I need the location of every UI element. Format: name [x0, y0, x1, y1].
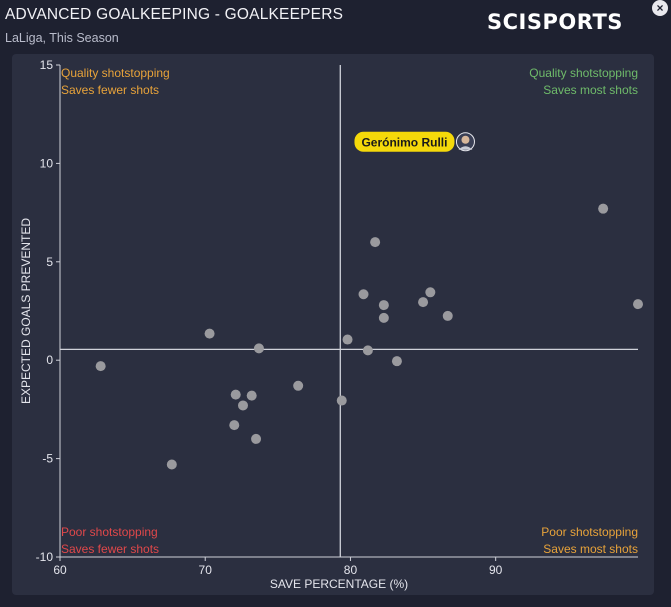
- quadrant-label-bottom-left-line2: Saves fewer shots: [61, 542, 159, 556]
- data-point: [442, 310, 453, 321]
- quadrant-label-top-right-line2: Saves most shots: [543, 83, 638, 97]
- data-point: [598, 203, 609, 214]
- quadrant-label-top-left-line1: Quality shotstopping: [61, 66, 170, 80]
- chart-title: ADVANCED GOALKEEPING - GOALKEEPERS: [5, 6, 344, 23]
- x-axis-label: SAVE PERCENTAGE (%): [270, 577, 408, 591]
- data-point: [370, 237, 381, 248]
- chart-subtitle: LaLiga, This Season: [5, 31, 119, 45]
- data-point: [293, 380, 304, 391]
- data-point: [204, 328, 215, 339]
- data-point: [237, 400, 248, 411]
- x-tick-label: 60: [53, 563, 67, 577]
- x-tick-label: 80: [344, 563, 358, 577]
- highlight-badge: [354, 131, 455, 152]
- data-point: [230, 389, 241, 400]
- data-point: [246, 390, 257, 401]
- highlight-player-label: Gerónimo Rulli: [361, 135, 447, 149]
- quadrant-label-top-left-line2: Saves fewer shots: [61, 83, 159, 97]
- data-point: [378, 312, 389, 323]
- data-point: [342, 334, 353, 345]
- y-tick-label: 0: [46, 353, 53, 367]
- data-point: [378, 300, 389, 311]
- data-point: [358, 289, 369, 300]
- quadrant-label-bottom-right-line2: Saves most shots: [543, 542, 638, 556]
- data-point: [362, 345, 373, 356]
- data-point: [633, 299, 643, 310]
- brand-logo: SCISPORTS: [487, 10, 623, 34]
- data-point: [251, 433, 262, 444]
- data-point: [391, 356, 402, 367]
- data-point: [425, 287, 436, 298]
- quadrant-label-bottom-right-line1: Poor shotstopping: [541, 525, 638, 539]
- y-axis-label: EXPECTED GOALS PREVENTED: [19, 218, 33, 404]
- data-point: [336, 395, 347, 406]
- quadrant-label-top-right-line1: Quality shotstopping: [529, 66, 638, 80]
- x-tick-label: 70: [199, 563, 213, 577]
- y-tick-label: 15: [40, 58, 54, 72]
- data-point: [418, 297, 429, 308]
- close-button[interactable]: ×: [652, 0, 668, 16]
- quadrant-label-bottom-left-line1: Poor shotstopping: [61, 525, 158, 539]
- chart-panel: [12, 54, 654, 595]
- x-tick-label: 90: [489, 563, 503, 577]
- y-tick-label: 5: [46, 255, 53, 269]
- player-avatar-face-icon: [461, 135, 470, 144]
- y-tick-label: -5: [42, 452, 53, 466]
- data-point: [166, 459, 177, 470]
- data-point: [95, 361, 106, 372]
- y-tick-label: -10: [36, 550, 54, 564]
- data-point: [253, 343, 264, 354]
- y-tick-label: 10: [40, 156, 54, 170]
- player-avatar-body-icon: [458, 146, 473, 150]
- data-point: [229, 420, 240, 431]
